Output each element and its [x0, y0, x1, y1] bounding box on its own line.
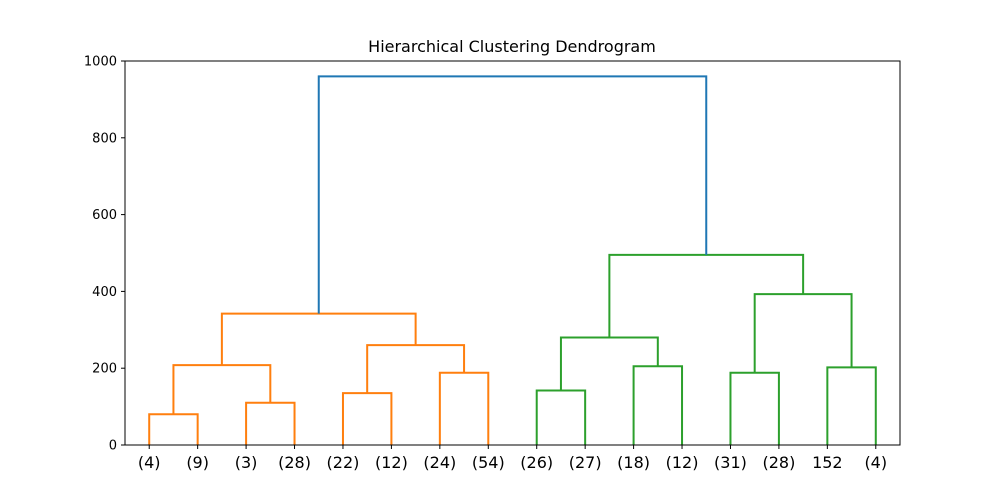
y-tick-label: 600 — [92, 208, 117, 223]
leaf-label: (28) — [278, 453, 311, 472]
leaf-label: (22) — [327, 453, 360, 472]
leaf-label: (31) — [714, 453, 747, 472]
dendrogram-link — [245, 401, 296, 445]
dendrogram-link — [753, 293, 853, 373]
y-tick-label: 400 — [92, 285, 117, 300]
leaf-label: 152 — [812, 453, 843, 472]
leaf-label: (3) — [235, 453, 258, 472]
dendrogram-link — [341, 392, 393, 445]
leaf-label: (12) — [375, 453, 408, 472]
y-tick-label: 800 — [92, 131, 117, 146]
dendrogram-links — [148, 75, 877, 445]
dendrogram-link — [559, 336, 659, 391]
leaf-label: (28) — [762, 453, 795, 472]
leaf-label: (27) — [569, 453, 602, 472]
leaf-label: (4) — [864, 453, 887, 472]
dendrogram-link — [438, 371, 490, 445]
leaf-label: (18) — [617, 453, 650, 472]
leaf-label: (54) — [472, 453, 505, 472]
y-tick-label: 200 — [92, 362, 117, 377]
y-tick-label: 1000 — [84, 55, 117, 70]
axes-frame — [124, 60, 901, 446]
dendrogram-link — [632, 365, 684, 445]
leaf-label: (24) — [423, 453, 456, 472]
dendrogram-link — [148, 413, 199, 445]
dendrogram-link — [729, 371, 780, 445]
dendrogram-link — [826, 366, 877, 445]
leaf-label: (4) — [138, 453, 161, 472]
dendrogram-link — [366, 344, 466, 394]
dendrogram-link — [220, 312, 417, 366]
dendrogram-link — [172, 364, 272, 415]
leaf-label: (12) — [666, 453, 699, 472]
dendrogram-link — [535, 389, 587, 445]
x-axis: (4) (9) (3) (28) (22) (12) (24) (54) (26) (27) (18… — [138, 445, 887, 472]
y-tick-label: 0 — [109, 439, 117, 454]
leaf-label: (26) — [520, 453, 553, 472]
y-axis: 0 200 400 600 800 1000 — [84, 55, 125, 454]
dendrogram-link — [317, 75, 708, 314]
leaf-label: (9) — [186, 453, 209, 472]
dendrogram-link — [608, 253, 805, 338]
chart-title: Hierarchical Clustering Dendrogram — [368, 37, 656, 56]
